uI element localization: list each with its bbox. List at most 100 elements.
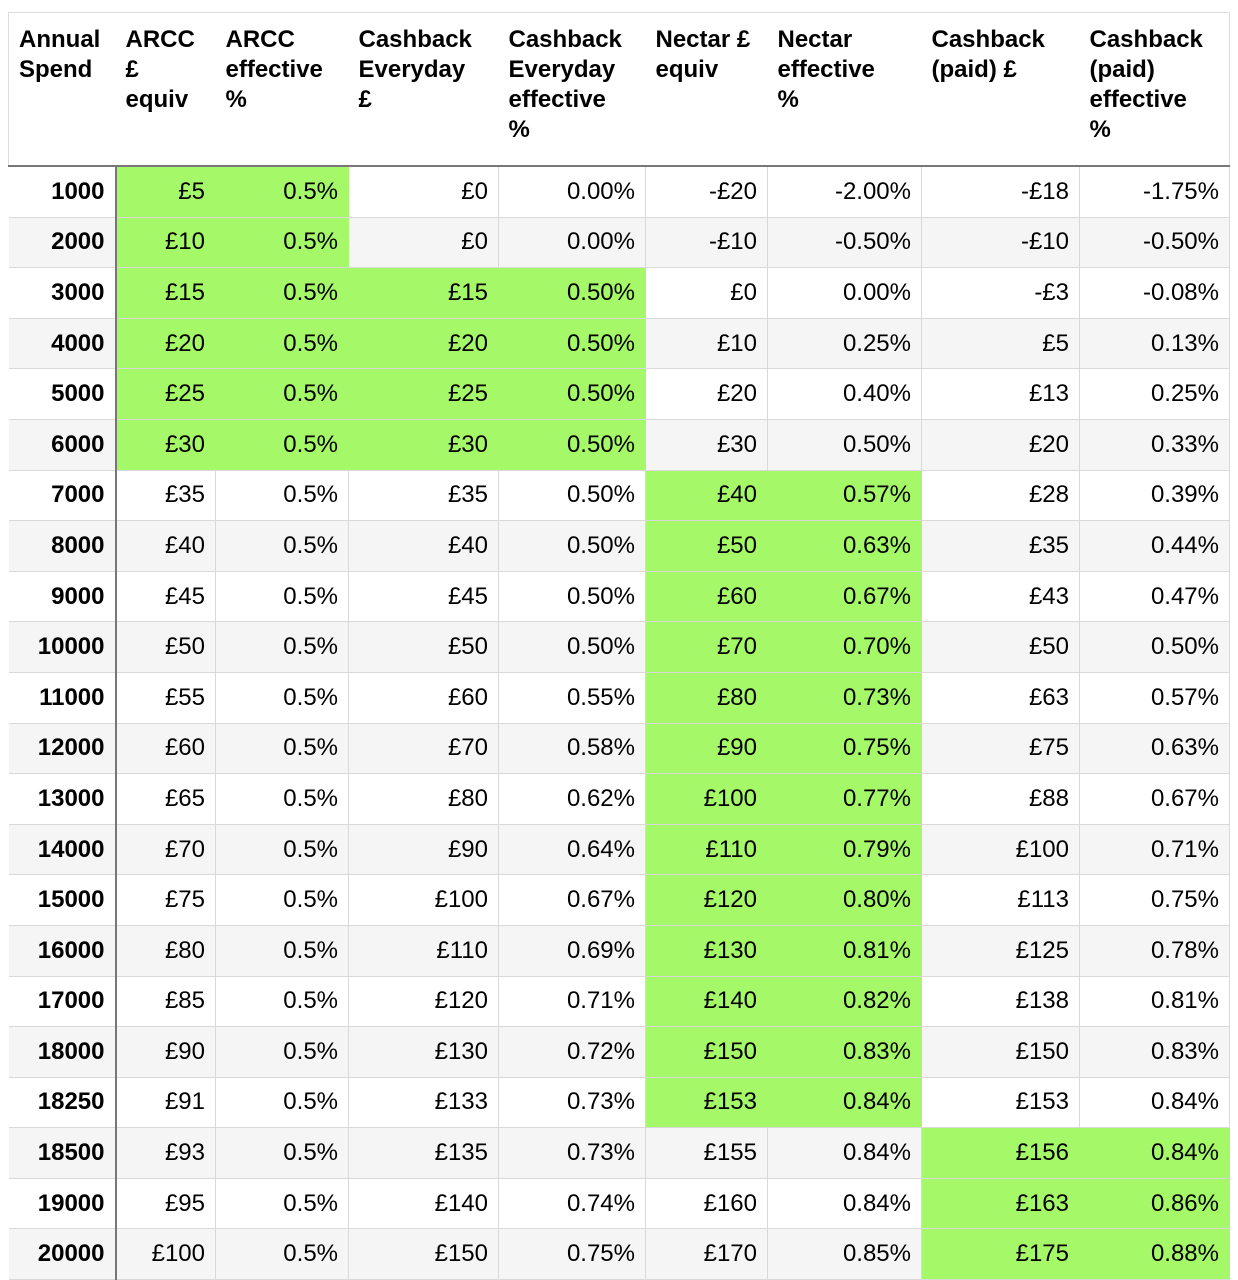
table-cell[interactable]: £40 (348, 520, 499, 572)
column-header-6[interactable]: Nectar effective% (767, 12, 922, 167)
table-cell[interactable]: £138 (921, 976, 1080, 1028)
annual-spend-cell[interactable]: 20000 (8, 1228, 117, 1280)
table-cell[interactable]: 0.84% (1079, 1127, 1230, 1179)
table-cell[interactable]: 0.81% (767, 925, 922, 977)
table-cell[interactable]: £0 (348, 217, 499, 269)
annual-spend-cell[interactable]: 1000 (8, 166, 117, 218)
table-cell[interactable]: 0.78% (1079, 925, 1230, 977)
annual-spend-cell[interactable]: 8000 (8, 520, 117, 572)
table-cell[interactable]: 0.84% (767, 1127, 922, 1179)
table-cell[interactable]: £50 (348, 621, 499, 673)
table-cell[interactable]: £130 (348, 1026, 499, 1078)
table-cell[interactable]: -2.00% (767, 166, 922, 218)
table-cell[interactable]: £10 (645, 318, 768, 370)
table-cell[interactable]: 0.50% (498, 318, 646, 370)
table-cell[interactable]: 0.71% (1079, 824, 1230, 876)
table-cell[interactable]: 0.67% (1079, 773, 1230, 825)
table-cell[interactable]: £20 (348, 318, 499, 370)
annual-spend-cell[interactable]: 2000 (8, 217, 117, 269)
table-cell[interactable]: 0.73% (498, 1077, 646, 1129)
table-cell[interactable]: £60 (115, 723, 216, 775)
table-cell[interactable]: £140 (645, 976, 768, 1028)
table-cell[interactable]: £90 (645, 723, 768, 775)
table-cell[interactable]: 0.81% (1079, 976, 1230, 1028)
table-cell[interactable]: 0.73% (767, 672, 922, 724)
table-cell[interactable]: 0.5% (215, 976, 349, 1028)
table-cell[interactable]: -0.50% (1079, 217, 1230, 269)
table-cell[interactable]: -£20 (645, 166, 768, 218)
table-cell[interactable]: £63 (921, 672, 1080, 724)
table-cell[interactable]: £175 (921, 1228, 1080, 1280)
table-cell[interactable]: 0.82% (767, 976, 922, 1028)
table-cell[interactable]: £135 (348, 1127, 499, 1179)
annual-spend-cell[interactable]: 16000 (8, 925, 117, 977)
table-cell[interactable]: 0.67% (767, 571, 922, 623)
table-cell[interactable]: 0.5% (215, 925, 349, 977)
annual-spend-cell[interactable]: 13000 (8, 773, 117, 825)
table-cell[interactable]: 0.74% (498, 1178, 646, 1230)
table-cell[interactable]: 0.00% (767, 267, 922, 319)
table-cell[interactable]: £80 (645, 672, 768, 724)
table-cell[interactable]: 0.57% (767, 470, 922, 522)
table-cell[interactable]: 0.75% (498, 1228, 646, 1280)
table-cell[interactable]: 0.5% (215, 1228, 349, 1280)
table-cell[interactable]: 0.67% (498, 874, 646, 926)
table-cell[interactable]: £130 (645, 925, 768, 977)
table-cell[interactable]: 0.5% (215, 621, 349, 673)
table-cell[interactable]: £85 (115, 976, 216, 1028)
table-cell[interactable]: -£3 (921, 267, 1080, 319)
table-cell[interactable]: 0.83% (1079, 1026, 1230, 1078)
annual-spend-cell[interactable]: 5000 (8, 368, 117, 420)
table-cell[interactable]: 0.5% (215, 368, 349, 420)
table-cell[interactable]: 0.5% (215, 571, 349, 623)
table-cell[interactable]: £110 (645, 824, 768, 876)
table-cell[interactable]: 0.5% (215, 520, 349, 572)
table-cell[interactable]: £170 (645, 1228, 768, 1280)
table-cell[interactable]: £20 (115, 318, 216, 370)
table-cell[interactable]: -0.08% (1079, 267, 1230, 319)
table-cell[interactable]: £30 (115, 419, 216, 471)
table-cell[interactable]: 0.5% (215, 318, 349, 370)
table-cell[interactable]: £90 (348, 824, 499, 876)
table-cell[interactable]: £100 (348, 874, 499, 926)
table-cell[interactable]: 0.50% (767, 419, 922, 471)
table-cell[interactable]: -£10 (645, 217, 768, 269)
table-cell[interactable]: 0.00% (498, 217, 646, 269)
table-cell[interactable]: £13 (921, 368, 1080, 420)
table-cell[interactable]: £50 (921, 621, 1080, 673)
table-cell[interactable]: 0.84% (1079, 1077, 1230, 1129)
column-header-4[interactable]: Cashback Everyday effective% (498, 12, 646, 167)
annual-spend-cell[interactable]: 18500 (8, 1127, 117, 1179)
table-cell[interactable]: 0.5% (215, 672, 349, 724)
table-cell[interactable]: £100 (645, 773, 768, 825)
table-cell[interactable]: £150 (348, 1228, 499, 1280)
table-cell[interactable]: £156 (921, 1127, 1080, 1179)
table-cell[interactable]: £70 (348, 723, 499, 775)
table-cell[interactable]: £140 (348, 1178, 499, 1230)
table-cell[interactable]: 0.72% (498, 1026, 646, 1078)
table-cell[interactable]: 0.50% (498, 621, 646, 673)
table-cell[interactable]: £55 (115, 672, 216, 724)
annual-spend-cell[interactable]: 3000 (8, 267, 117, 319)
table-cell[interactable]: £50 (115, 621, 216, 673)
table-cell[interactable]: £110 (348, 925, 499, 977)
table-cell[interactable]: 0.79% (767, 824, 922, 876)
table-cell[interactable]: £10 (115, 217, 216, 269)
table-cell[interactable]: £100 (115, 1228, 216, 1280)
table-cell[interactable]: £160 (645, 1178, 768, 1230)
table-cell[interactable]: £50 (645, 520, 768, 572)
table-cell[interactable]: £20 (645, 368, 768, 420)
annual-spend-cell[interactable]: 7000 (8, 470, 117, 522)
table-cell[interactable]: £40 (645, 470, 768, 522)
table-cell[interactable]: £30 (645, 419, 768, 471)
table-cell[interactable]: £0 (645, 267, 768, 319)
table-cell[interactable]: 0.77% (767, 773, 922, 825)
table-cell[interactable]: 0.58% (498, 723, 646, 775)
table-cell[interactable]: 0.39% (1079, 470, 1230, 522)
table-cell[interactable]: 0.80% (767, 874, 922, 926)
table-cell[interactable]: £155 (645, 1127, 768, 1179)
table-cell[interactable]: 0.25% (767, 318, 922, 370)
annual-spend-cell[interactable]: 18250 (8, 1077, 117, 1129)
table-cell[interactable]: 0.5% (215, 824, 349, 876)
annual-spend-cell[interactable]: 17000 (8, 976, 117, 1028)
